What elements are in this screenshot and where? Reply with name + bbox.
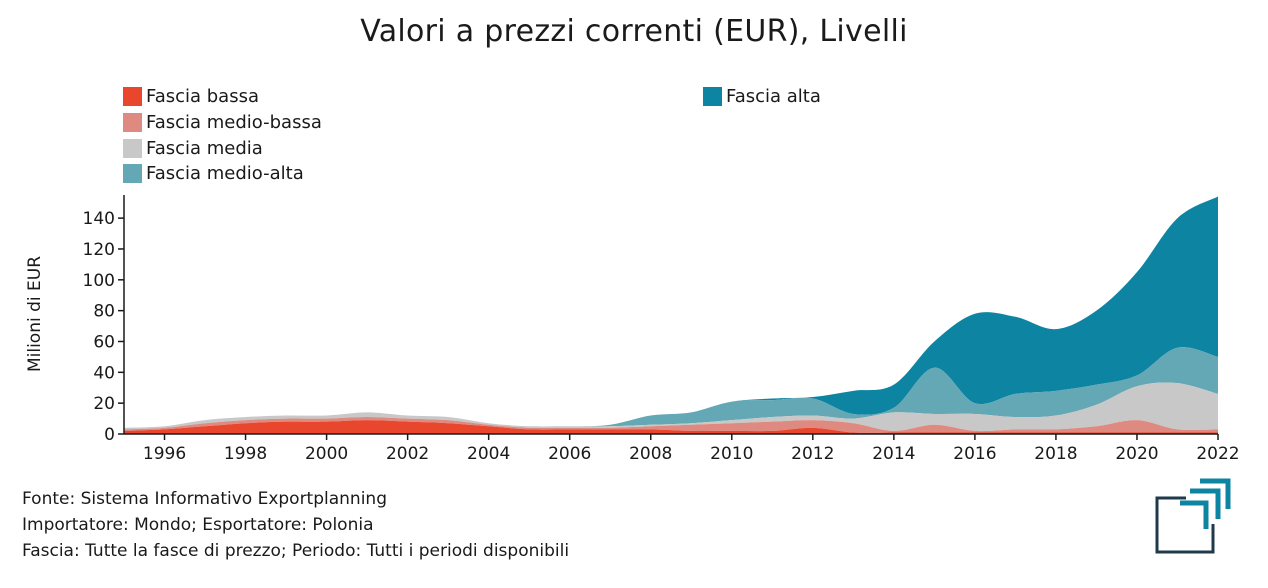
y-tick-label: 100	[83, 271, 115, 291]
legend-swatch	[123, 86, 142, 106]
legend-label: Fascia medio-alta	[146, 162, 304, 184]
y-tick-label: 60	[93, 332, 115, 352]
x-tick-label: 2006	[548, 444, 591, 464]
x-tick-label: 2010	[710, 444, 753, 464]
area-series-fascia-medio-bassa	[124, 417, 1218, 433]
y-axis-label: Milioni di EUR	[25, 256, 45, 372]
x-tick-label: 2014	[872, 444, 915, 464]
footer-notes: Fonte: Sistema Informativo Exportplannin…	[22, 486, 569, 564]
y-tick-label: 40	[93, 363, 115, 383]
legend-swatch	[123, 163, 142, 183]
x-tick-label: 2008	[629, 444, 672, 464]
legend-item-fascia-bassa[interactable]: Fascia bassa	[123, 85, 259, 107]
exportplanning-logo-icon	[1155, 478, 1231, 554]
x-tick-label: 2002	[386, 444, 429, 464]
x-tick-label: 1998	[224, 444, 267, 464]
legend-label: Fascia medio-bassa	[146, 111, 322, 133]
x-tick-label: 2018	[1034, 444, 1077, 464]
legend-swatch	[123, 112, 142, 132]
area-series-fascia-alta	[124, 196, 1218, 428]
x-tick-label: 2012	[791, 444, 834, 464]
x-tick-label: 2022	[1196, 444, 1239, 464]
chart-title: Valori a prezzi correnti (EUR), Livelli	[360, 14, 908, 49]
legend-item-fascia-media[interactable]: Fascia media	[123, 137, 263, 159]
y-tick-label: 140	[83, 209, 115, 229]
y-tick-label: 0	[104, 425, 115, 445]
area-series-fascia-medio-alta	[124, 347, 1218, 428]
area-series-group	[124, 196, 1218, 434]
x-tick-label: 2016	[953, 444, 996, 464]
footer-importer-exporter: Importatore: Mondo; Esportatore: Polonia	[22, 515, 374, 535]
y-tick-label: 20	[93, 394, 115, 414]
footer-source: Fonte: Sistema Informativo Exportplannin…	[22, 489, 387, 509]
legend-label: Fascia media	[146, 137, 263, 159]
legend-item-fascia-medio-bassa[interactable]: Fascia medio-bassa	[123, 111, 322, 133]
y-tick-label: 120	[83, 240, 115, 260]
area-series-fascia-media	[124, 382, 1218, 432]
legend-label: Fascia bassa	[146, 85, 260, 107]
x-tick-label: 2020	[1115, 444, 1158, 464]
legend-label: Fascia alta	[726, 85, 821, 107]
legend-item-fascia-alta[interactable]: Fascia alta	[703, 85, 821, 107]
x-tick-label: 1996	[143, 444, 186, 464]
x-tick-label: 2000	[305, 444, 348, 464]
area-series-fascia-bassa	[124, 420, 1218, 434]
legend-swatch	[703, 86, 722, 106]
legend-item-fascia-medio-alta[interactable]: Fascia medio-alta	[123, 162, 304, 184]
legend-swatch	[123, 138, 142, 158]
y-tick-label: 80	[93, 302, 115, 322]
footer-range: Fascia: Tutte la fasce di prezzo; Period…	[22, 541, 570, 561]
axes-group: 0 20 40 60 80 100 120 140 1996 1998 2000 2002 2004 20…	[83, 195, 1240, 464]
x-tick-label: 2004	[467, 444, 510, 464]
